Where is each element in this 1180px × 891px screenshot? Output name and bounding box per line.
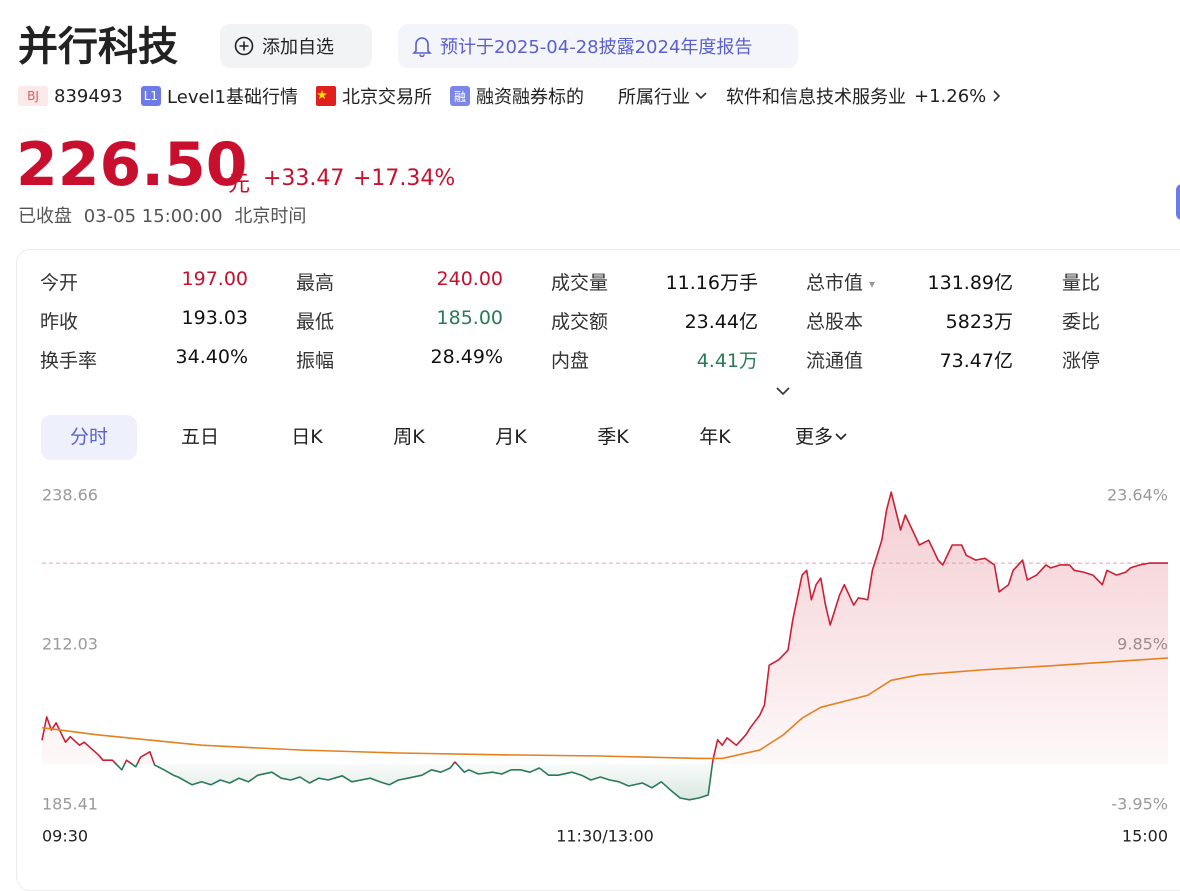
stat-label: 内盘	[551, 350, 590, 372]
tab[interactable]: 周K	[393, 426, 425, 448]
stat-label: 涨停	[1062, 350, 1101, 372]
price-change-pct: +17.34%	[353, 166, 456, 191]
stat-value: 34.40%	[175, 346, 248, 368]
chart: 238.66212.03185.4123.64%9.85%-3.95%09:30…	[41, 486, 1169, 846]
stock-code: 839493	[54, 85, 123, 107]
notice[interactable]: 预计于2025-04-28披露2024年度报告	[398, 24, 798, 68]
level-badge: L1	[140, 86, 162, 106]
page: 并行科技 添加自选 预计于2025-04-28披露2024年度报告 BJ 839…	[16, 24, 1180, 891]
average-line	[41, 657, 1169, 760]
industry-label[interactable]: 所属行业	[618, 87, 691, 108]
x-tick-label: 15:00	[1122, 827, 1168, 846]
x-tick-label: 09:30	[42, 827, 88, 846]
x-tick-label: 11:30/13:00	[556, 827, 654, 846]
tab[interactable]: 分时	[69, 426, 109, 448]
watch-button[interactable]: 添加自选	[220, 24, 372, 68]
y-tick-label: 238.66	[42, 486, 98, 505]
active-tab-bg	[41, 415, 137, 460]
stat-value: 11.16万手	[665, 272, 758, 294]
stat-value: 197.00	[181, 268, 248, 290]
quote-time: 03-05 15:00:00	[83, 206, 223, 227]
industry-change: +1.26%	[914, 85, 987, 107]
stat-value: 23.44亿	[684, 311, 758, 333]
tab[interactable]: 月K	[495, 426, 527, 448]
price-change: +33.47	[263, 166, 345, 191]
price: 226.50	[16, 130, 248, 200]
stat-label: 最低	[296, 311, 335, 333]
tab[interactable]: 更多	[795, 415, 849, 460]
stat-label: 流通值	[806, 350, 864, 372]
tag-row: BJ 839493 L1 Level1基础行情 北京交易所 融 融资融券标的 所…	[18, 82, 1008, 110]
stat-label: 总市值 ▾	[806, 272, 876, 294]
price-unit: 元	[228, 172, 251, 197]
side-button[interactable]	[1176, 184, 1180, 220]
stat-label: 最高	[296, 272, 335, 294]
plus-icon	[234, 36, 254, 56]
quote-status-row: 已收盘 03-05 15:00:00 北京时间	[18, 202, 306, 228]
flag-icon	[316, 86, 337, 106]
chevron-right	[993, 90, 1001, 102]
price-area	[42, 492, 1168, 800]
tab[interactable]: 年K	[699, 426, 731, 448]
y-tick-label: 185.41	[42, 795, 98, 814]
stat-label: 量比	[1062, 272, 1101, 294]
stat-value: 193.03	[181, 307, 248, 329]
stat-value: 240.00	[436, 268, 503, 290]
chevron-down	[695, 92, 707, 100]
stat-label: 成交额	[551, 311, 609, 333]
exchange-text: 北京交易所	[342, 87, 433, 108]
margin-text: 融资融券标的	[476, 87, 585, 108]
tab[interactable]: 日K	[291, 426, 323, 448]
stat-label: 换手率	[40, 350, 98, 372]
stat-label: 委比	[1062, 311, 1101, 333]
stat-value: 5823万	[945, 311, 1013, 333]
timezone: 北京时间	[234, 206, 307, 227]
stat-value: 131.89亿	[927, 272, 1013, 294]
y2-tick-label: -3.95%	[1111, 795, 1168, 814]
expand-chevron[interactable]	[774, 384, 792, 398]
tab[interactable]: 季K	[597, 426, 629, 448]
y2-tick-label: 23.64%	[1107, 486, 1168, 505]
industry-name[interactable]: 软件和信息技术服务业	[726, 87, 907, 108]
price-line	[41, 491, 1168, 801]
more-chevron	[835, 433, 847, 441]
stat-label: 今开	[40, 272, 79, 294]
stat-value: 185.00	[436, 307, 503, 329]
stat-label: 振幅	[296, 350, 335, 372]
stock-name: 并行科技	[18, 24, 178, 70]
notice-text: 预计于2025-04-28披露2024年度报告	[440, 37, 753, 58]
stat-value: 73.47亿	[939, 350, 1013, 372]
stat-label: 总股本	[806, 311, 864, 333]
stat-value: 4.41万	[696, 350, 758, 372]
watch-text: 添加自选	[262, 37, 334, 58]
sort-caret[interactable]: ▾	[869, 276, 876, 291]
stat-label: 昨收	[40, 311, 79, 333]
tab[interactable]: 五日	[180, 426, 220, 448]
y-tick-label: 212.03	[42, 635, 98, 654]
status: 已收盘	[18, 206, 72, 227]
stat-value: 28.49%	[430, 346, 503, 368]
stat-label: 成交量	[551, 272, 609, 294]
margin-badge: 融	[450, 86, 471, 106]
level-text[interactable]: Level1基础行情	[167, 87, 299, 108]
bell-icon	[412, 37, 432, 57]
market-badge: BJ	[18, 86, 48, 106]
